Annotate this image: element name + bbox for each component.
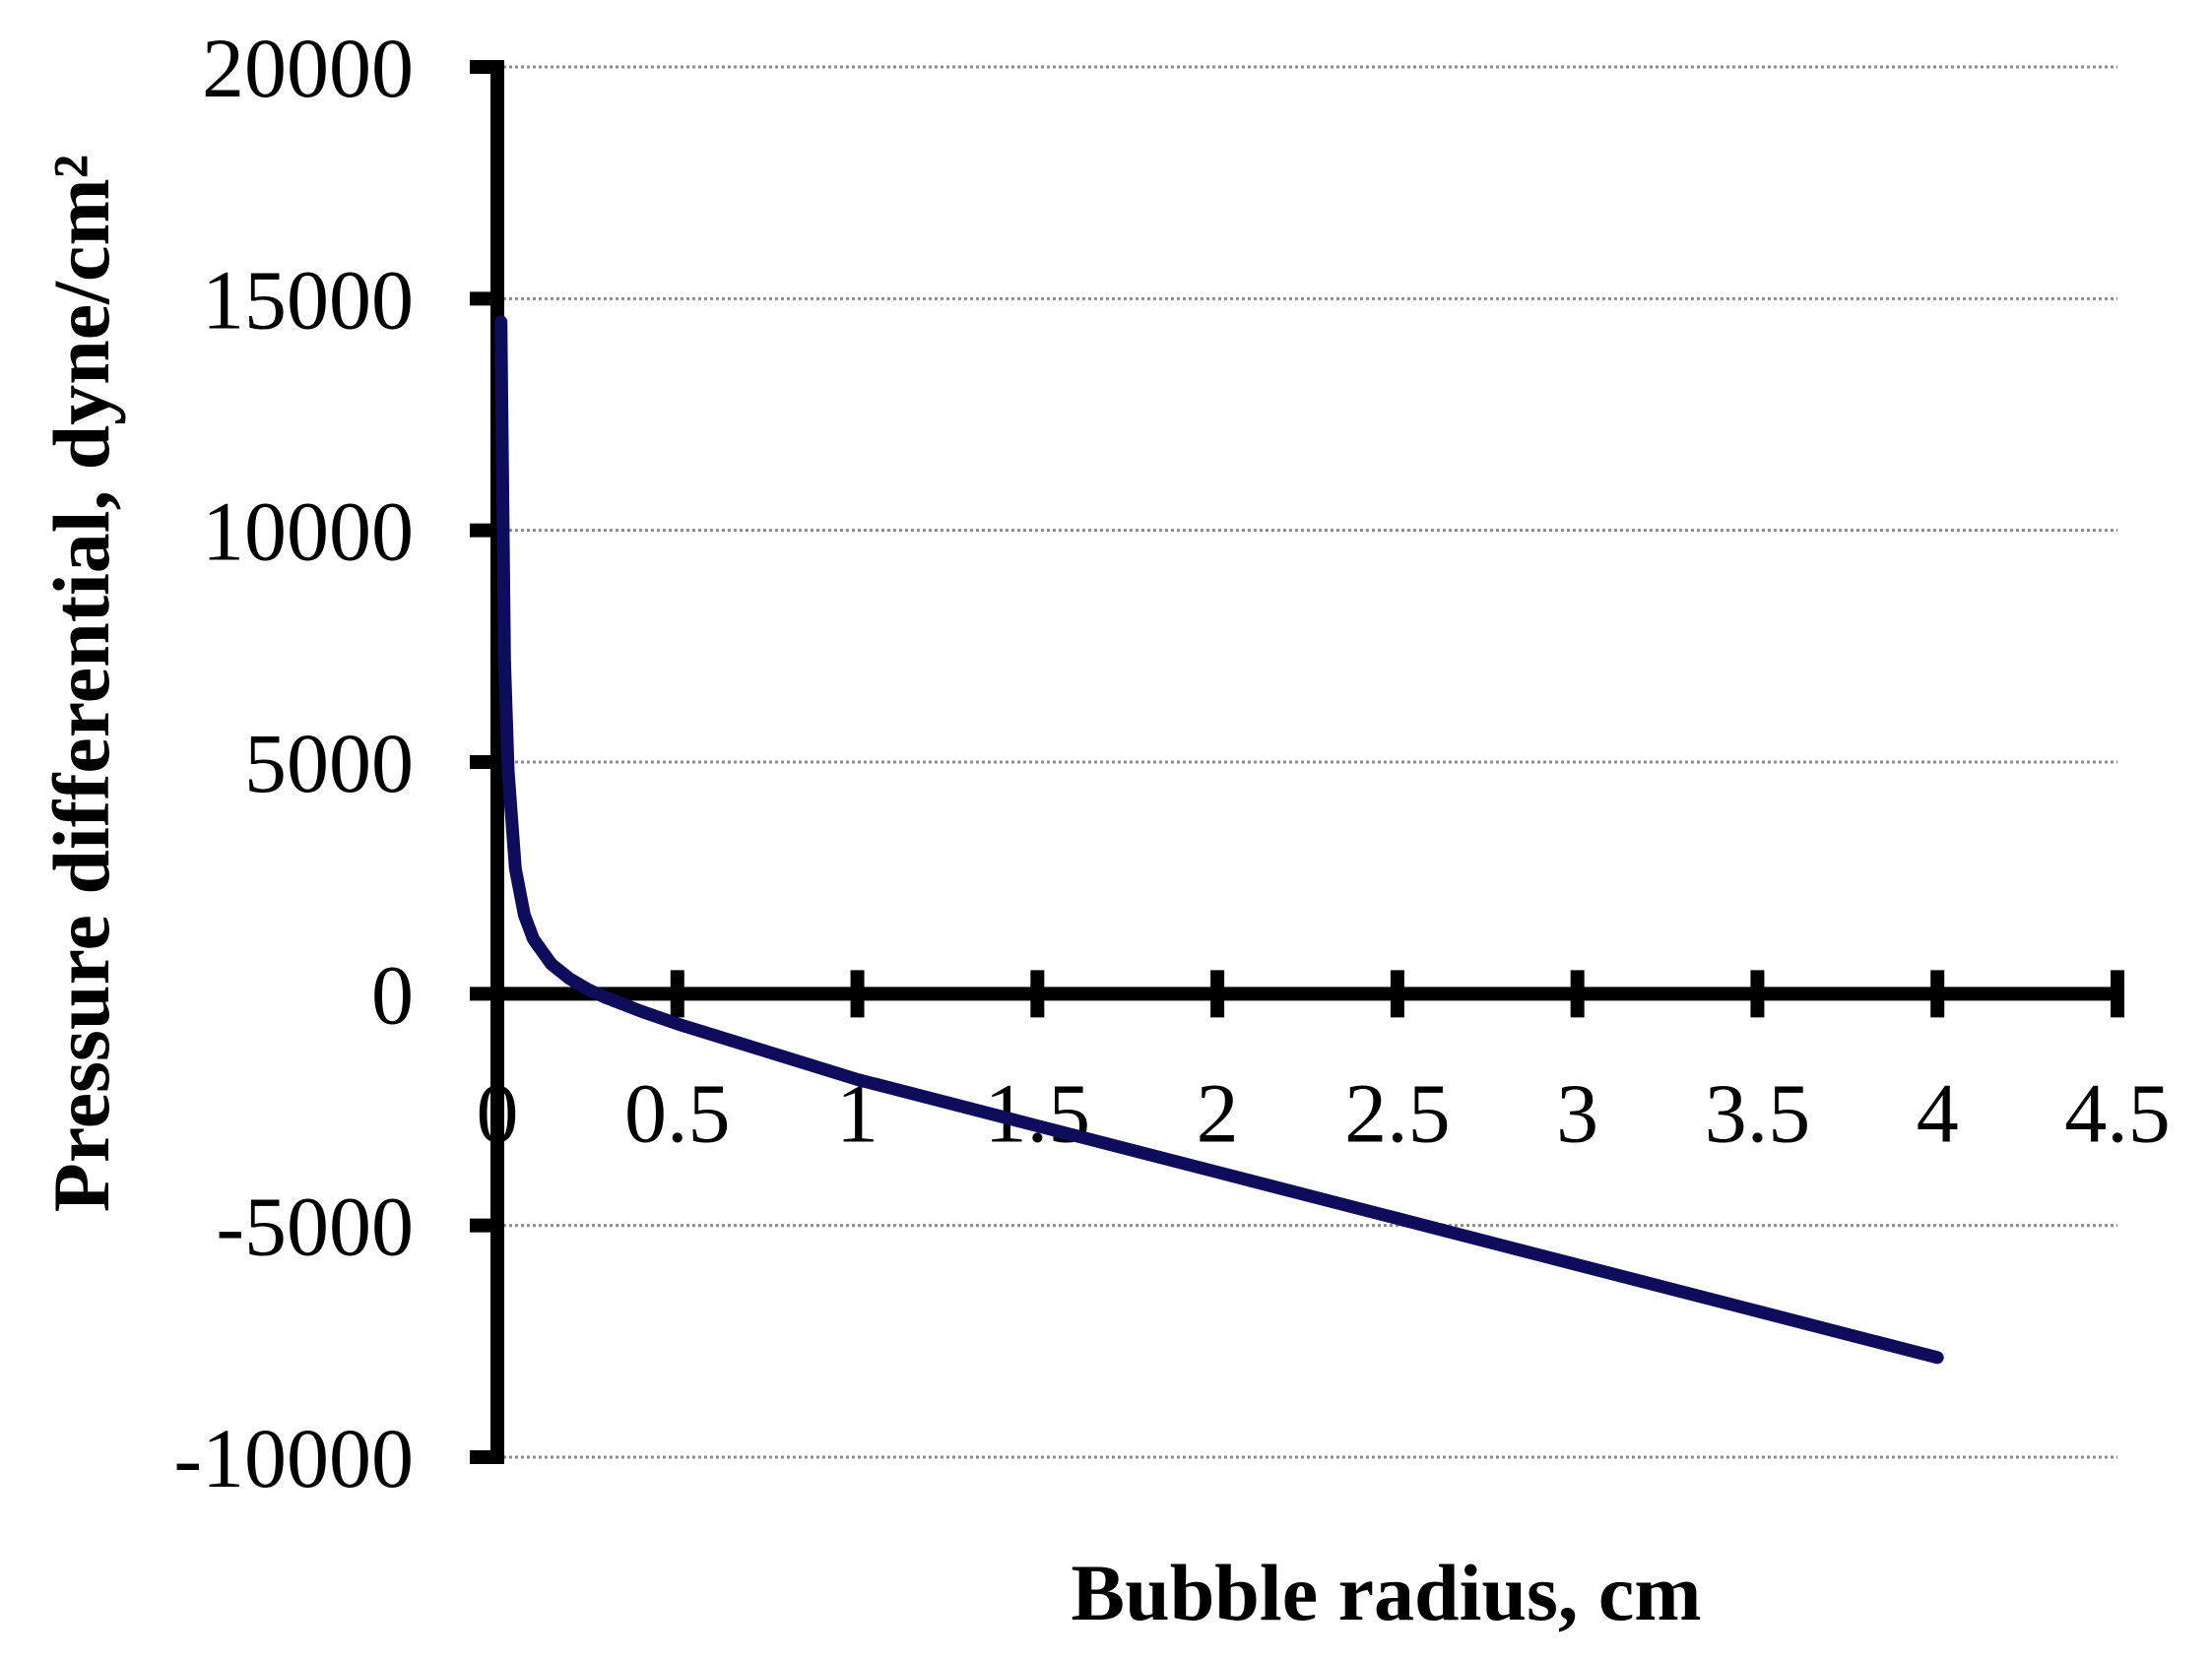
y-tick-label: 0 xyxy=(371,947,414,1042)
x-tick-label: 0 xyxy=(477,1065,519,1160)
y-ticks: 20000 15000 10000 5000 0 -5000 -10000 xyxy=(173,21,497,1505)
y-axis-label: Pressure differential, dyne/cm² xyxy=(36,155,126,1213)
x-tick-label: 3 xyxy=(1556,1065,1598,1160)
y-tick-label: 15000 xyxy=(202,252,414,347)
x-tick-label: 4 xyxy=(1917,1065,1959,1160)
series-layer xyxy=(494,315,1944,1365)
y-tick-label: 10000 xyxy=(202,484,414,579)
series-line xyxy=(494,315,1944,1365)
x-axis-label: Bubble radius, cm xyxy=(1071,1548,1701,1637)
y-tick-label: -10000 xyxy=(173,1411,414,1505)
y-tick-label: 5000 xyxy=(244,716,414,810)
x-tick-label: 2.5 xyxy=(1344,1065,1451,1160)
x-tick-label: 3.5 xyxy=(1705,1065,1811,1160)
x-tick-label: 2 xyxy=(1197,1065,1239,1160)
x-ticks: 0 0.5 1 1.5 2 2.5 3 3.5 4 4.5 xyxy=(477,970,2171,1160)
x-tick-label: 0.5 xyxy=(624,1065,731,1160)
x-tick-label: 4.5 xyxy=(2064,1065,2171,1160)
gridlines xyxy=(497,65,2117,1459)
y-tick-label: 20000 xyxy=(202,21,414,115)
y-tick-label: -5000 xyxy=(216,1180,414,1274)
